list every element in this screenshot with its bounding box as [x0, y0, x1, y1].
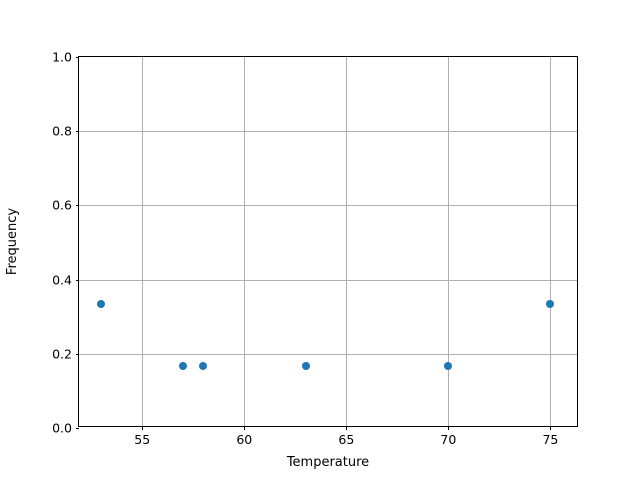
plot-axes: 55 60 65 70 75 0.0 0.2 0.4 0.6 0.8 1.0 [52, 50, 578, 447]
gridline-horizontal [79, 353, 577, 355]
y-axis-label: Frequency [0, 56, 26, 427]
gridline-vertical [244, 57, 246, 426]
x-tick-label: 55 [134, 432, 151, 447]
scatter-point [199, 362, 208, 371]
y-tick-label: 0.2 [52, 346, 72, 362]
gridline-horizontal [79, 131, 577, 133]
x-axis-label: Temperature [78, 455, 578, 470]
y-tick-mark [75, 205, 79, 207]
scatter-point [179, 362, 188, 371]
x-tick-label: 60 [236, 432, 253, 447]
x-tick-mark [346, 426, 348, 430]
y-tick-label: 0.0 [52, 420, 72, 436]
scatter-point [97, 300, 106, 309]
gridline-horizontal [79, 279, 577, 281]
x-tick-mark [244, 426, 246, 430]
y-tick-label: 1.0 [52, 49, 72, 65]
y-tick-mark [75, 279, 79, 281]
x-tick-mark [448, 426, 450, 430]
y-tick-label: 0.6 [52, 197, 72, 213]
y-tick-mark [75, 353, 79, 355]
x-axis-label-text: Temperature [286, 455, 370, 470]
y-tick-label: 0.8 [52, 123, 72, 139]
scatter-point [444, 362, 453, 371]
x-tick-label: 70 [440, 432, 457, 447]
y-tick-label: 0.4 [52, 272, 72, 288]
scatter-point [546, 300, 555, 309]
x-tick-label: 75 [542, 432, 559, 447]
x-tick-mark [550, 426, 552, 430]
gridline-vertical [550, 57, 552, 426]
scatter-point [301, 362, 310, 371]
y-tick-mark [75, 428, 79, 429]
gridline-vertical [142, 57, 144, 426]
x-tick-mark [142, 426, 144, 430]
y-axis-label-text: Frequency [5, 207, 21, 276]
gridline-horizontal [79, 205, 577, 207]
gridline-vertical [346, 57, 348, 426]
y-tick-mark [75, 57, 79, 58]
gridline-vertical [448, 57, 450, 426]
x-tick-label: 65 [338, 432, 355, 447]
y-tick-mark [75, 131, 79, 133]
